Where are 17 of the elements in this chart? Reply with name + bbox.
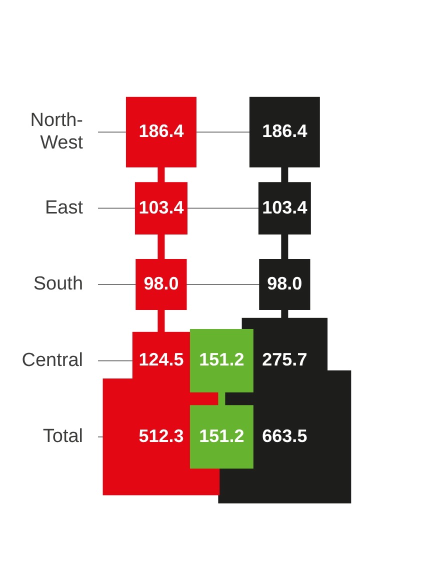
category-label: South xyxy=(33,274,84,295)
data-label: 512.3 xyxy=(138,426,184,446)
data-label: 124.5 xyxy=(138,350,184,370)
data-label: 186.4 xyxy=(138,121,184,142)
data-label: 186.4 xyxy=(262,121,308,142)
data-label: 98.0 xyxy=(267,273,302,294)
data-label: 151.2 xyxy=(199,350,244,370)
category-label: Central xyxy=(22,350,84,371)
data-label: 663.5 xyxy=(262,426,308,446)
category-label: North- West xyxy=(30,110,84,154)
data-label: 103.4 xyxy=(262,197,308,218)
data-label: 275.7 xyxy=(262,350,308,370)
data-label: 98.0 xyxy=(144,273,179,294)
category-label: Total xyxy=(42,426,84,448)
data-label: 151.2 xyxy=(199,426,244,446)
data-label: 103.4 xyxy=(138,197,184,218)
category-label: East xyxy=(44,198,84,219)
